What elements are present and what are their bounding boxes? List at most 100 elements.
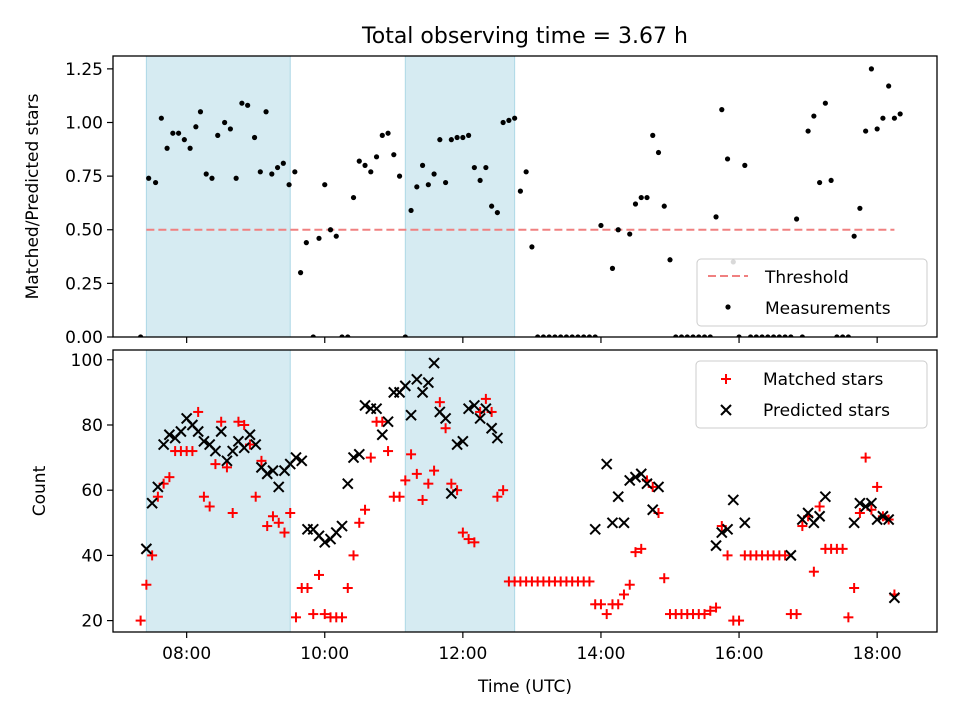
x-bar <box>249 438 262 451</box>
measurement-point <box>263 109 269 115</box>
measurement-point <box>164 145 170 151</box>
measurement-point <box>851 233 857 239</box>
measurement-point <box>661 203 667 209</box>
measurement-point <box>494 209 500 216</box>
x-bar <box>457 435 469 447</box>
x-bar <box>480 402 492 415</box>
measurement-point <box>297 270 304 276</box>
x-axis-label: Time (UTC) <box>477 677 572 697</box>
matched-stars-point <box>705 605 716 616</box>
predicted-stars-point <box>877 510 889 522</box>
predicted-stars-point <box>635 468 647 480</box>
predicted-stars-point <box>238 442 250 454</box>
y-tick-label: 1.00 <box>65 113 103 133</box>
measurement-point <box>805 128 811 134</box>
measurement-point <box>863 128 869 134</box>
matched-stars-point <box>279 527 290 538</box>
x-bar <box>353 448 365 461</box>
measurement-point <box>414 184 420 190</box>
matched-stars-point <box>262 521 273 532</box>
matched-stars-point <box>780 550 791 561</box>
measurement-point <box>175 130 182 136</box>
predicted-stars-point <box>157 438 170 451</box>
measurement-point <box>227 126 233 132</box>
measurement-point <box>897 111 903 117</box>
predicted-stars-point <box>244 429 256 441</box>
matched-stars-point <box>147 550 158 561</box>
predicted-stars-point <box>411 373 423 386</box>
matched-stars-point <box>624 579 635 590</box>
measurement-point <box>489 203 495 209</box>
predicted-stars-point <box>445 487 458 500</box>
predicted-stars-point <box>785 549 797 562</box>
measurement-point <box>811 113 817 119</box>
predicted-stars-point <box>267 464 279 477</box>
measurement-point <box>408 207 414 214</box>
x-bar <box>399 380 412 392</box>
x-bar <box>359 399 371 412</box>
measurement-point <box>454 134 460 141</box>
y-axis-label: Count <box>30 465 50 516</box>
measurement-point <box>886 83 892 89</box>
matched-stars-point <box>797 521 808 532</box>
predicted-stars-point <box>152 481 164 493</box>
matched-stars-point <box>492 491 503 502</box>
x-bar <box>347 451 360 464</box>
matched-stars-point <box>383 446 394 457</box>
measurement-point <box>632 201 639 207</box>
x-bar <box>422 376 435 389</box>
observing-interval-band <box>146 350 291 632</box>
measurement-point <box>880 115 886 121</box>
x-bar <box>618 517 630 529</box>
matched-stars-point <box>814 501 825 512</box>
x-bar <box>209 445 222 457</box>
matched-stars-point <box>210 459 221 470</box>
predicted-stars-point <box>405 409 417 421</box>
matched-stars-point <box>377 416 388 427</box>
measurement-point <box>448 137 454 143</box>
x-tick-label: 08:00 <box>162 644 211 664</box>
measurement-point <box>333 233 339 239</box>
x-bar <box>307 523 319 536</box>
predicted-stars-point <box>261 468 273 480</box>
x-bar <box>290 451 302 464</box>
measurement-point <box>215 132 221 138</box>
predicted-stars-point <box>819 490 832 503</box>
x-bar <box>186 419 199 431</box>
predicted-stars-point <box>221 455 233 467</box>
measurement-point <box>500 119 506 126</box>
predicted-stars-point <box>336 520 348 532</box>
predicted-stars-point <box>710 539 722 552</box>
measurement-point <box>650 132 656 138</box>
x-bar <box>859 500 872 513</box>
matched-stars-point <box>711 602 722 613</box>
predicted-stars-point <box>249 438 262 451</box>
x-bar <box>434 406 446 418</box>
measurement-point <box>303 240 309 246</box>
y-tick-label: 40 <box>81 546 103 566</box>
x-bar <box>601 458 613 470</box>
measurement-point <box>152 179 159 186</box>
measurement-point <box>362 162 368 168</box>
predicted-stars-point <box>491 432 504 444</box>
measurement-point <box>431 171 437 177</box>
matched-stars-point <box>314 569 324 580</box>
predicted-stars-point <box>226 445 239 457</box>
predicted-stars-point <box>612 490 624 503</box>
x-bar <box>146 497 158 509</box>
measurement-point <box>350 194 357 201</box>
legend-matched-label: Matched stars <box>763 370 883 390</box>
predicted-stars-point <box>140 543 153 555</box>
matched-stars-point <box>239 419 250 430</box>
matched-stars-point <box>204 501 215 512</box>
x-bar <box>313 530 325 542</box>
measurement-point <box>466 132 472 138</box>
matched-stars-point <box>342 582 353 593</box>
measurement-point <box>292 169 298 175</box>
matched-stars-point <box>618 589 629 600</box>
matched-stars-point <box>446 478 457 489</box>
x-bar <box>888 592 901 604</box>
x-bar <box>647 504 659 516</box>
matched-stars-point <box>135 615 146 626</box>
